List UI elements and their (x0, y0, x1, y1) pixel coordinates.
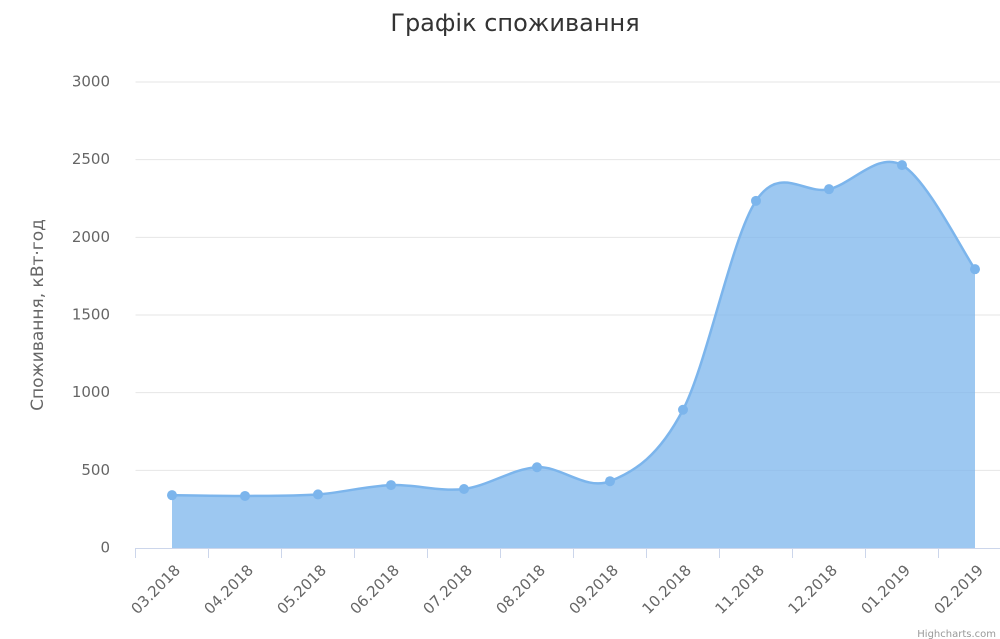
x-tick-label: 11.2018 (711, 561, 768, 618)
x-tick-label: 05.2018 (273, 561, 330, 618)
credits: Highcharts.com (917, 629, 996, 639)
x-tick-label: 09.2018 (565, 561, 622, 618)
y-tick-label: 3000 (72, 73, 110, 91)
x-tick-label: 03.2018 (127, 561, 184, 618)
point (240, 490, 250, 501)
area (172, 161, 975, 549)
point (897, 160, 907, 171)
point (751, 195, 761, 206)
x-tick-label: 01.2019 (857, 561, 914, 618)
point (678, 404, 688, 415)
y-tick-label: 1000 (72, 383, 110, 401)
y-tick-label: 1500 (72, 306, 110, 324)
point (824, 184, 834, 195)
point (970, 264, 980, 275)
x-tick-label: 07.2018 (419, 561, 476, 618)
y-tick-label: 0 (100, 539, 110, 557)
x-tick-label: 12.2018 (784, 561, 841, 618)
point (605, 476, 615, 487)
y-tick-label: 2000 (72, 228, 110, 246)
x-tick-label: 04.2018 (200, 561, 257, 618)
point (386, 480, 396, 491)
x-tick-label: 10.2018 (638, 561, 695, 618)
point (532, 462, 542, 473)
x-tick-label: 06.2018 (346, 561, 403, 618)
y-axis-title: Споживання, кВт·год (28, 219, 48, 411)
point (313, 489, 323, 500)
y-tick-label: 500 (81, 461, 110, 479)
chart-title: Графік споживання (390, 9, 639, 37)
x-tick-label: 02.2019 (930, 561, 987, 618)
point (167, 490, 177, 501)
point (459, 483, 469, 494)
x-tick-label: 08.2018 (492, 561, 549, 618)
y-tick-label: 2500 (72, 150, 110, 168)
